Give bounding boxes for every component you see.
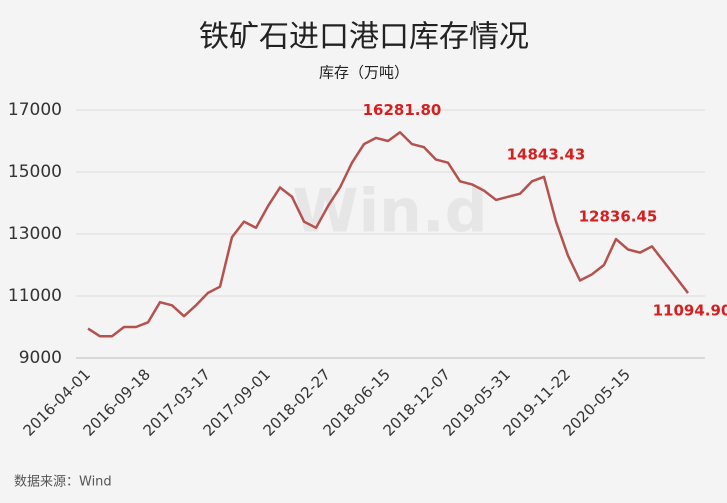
data-label: 12836.45	[579, 208, 658, 226]
y-tick-label: 13000	[8, 224, 62, 244]
y-tick-label: 9000	[19, 348, 62, 368]
y-tick-label: 15000	[8, 162, 62, 182]
line-series	[87, 131, 689, 338]
y-axis-label: 库存（万吨）	[319, 64, 409, 82]
data-label: 11094.90	[653, 302, 727, 320]
y-tick-label: 17000	[8, 100, 62, 120]
y-tick-label: 11000	[8, 286, 62, 306]
data-label: 16281.80	[363, 101, 442, 119]
watermark: Win.d	[292, 177, 487, 247]
data-label: 14843.43	[507, 145, 586, 163]
chart-title: 铁矿石进口港口库存情况	[199, 20, 529, 55]
source: 数据来源：Wind	[14, 475, 112, 490]
